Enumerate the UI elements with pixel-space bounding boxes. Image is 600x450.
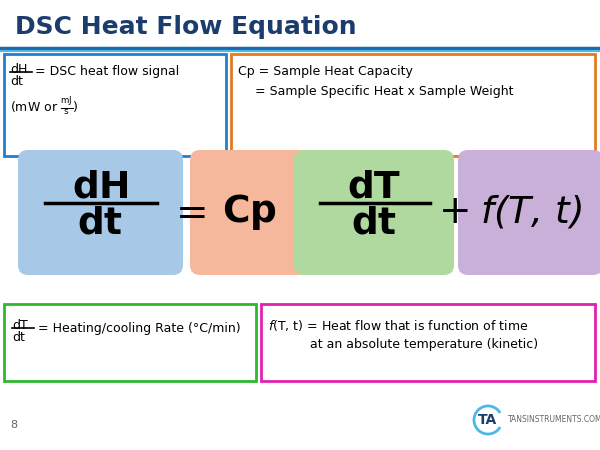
Text: $\mathbf{dH}$: $\mathbf{dH}$ <box>71 170 128 206</box>
Text: = Sample Specific Heat x Sample Weight: = Sample Specific Heat x Sample Weight <box>255 85 514 98</box>
Text: $\mathbf{dt}$: $\mathbf{dt}$ <box>351 206 397 242</box>
Text: $\mathregular{dT}$: $\mathregular{dT}$ <box>12 318 29 332</box>
Text: at an absolute temperature (kinetic): at an absolute temperature (kinetic) <box>310 338 538 351</box>
Text: TA: TA <box>478 413 497 427</box>
Text: $\mathregular{dt}$: $\mathregular{dt}$ <box>12 330 26 344</box>
Text: = DSC heat flow signal: = DSC heat flow signal <box>35 65 179 78</box>
FancyBboxPatch shape <box>18 150 183 275</box>
Text: DSC Heat Flow Equation: DSC Heat Flow Equation <box>15 15 356 39</box>
Text: $\mathit{f}$(T, t): $\mathit{f}$(T, t) <box>480 194 582 230</box>
FancyBboxPatch shape <box>458 150 600 275</box>
Text: $\mathit{f}$(T, t) = Heat flow that is function of time: $\mathit{f}$(T, t) = Heat flow that is f… <box>268 318 529 333</box>
FancyBboxPatch shape <box>4 304 256 381</box>
Text: $+$: $+$ <box>438 193 468 231</box>
Text: $=$: $=$ <box>168 193 206 231</box>
Text: Cp = Sample Heat Capacity: Cp = Sample Heat Capacity <box>238 65 413 78</box>
Text: $\mathbf{dT}$: $\mathbf{dT}$ <box>347 170 401 206</box>
FancyBboxPatch shape <box>190 150 308 275</box>
Text: $\mathbf{Cp}$: $\mathbf{Cp}$ <box>221 192 277 232</box>
FancyBboxPatch shape <box>294 150 454 275</box>
Text: $\mathregular{dt}$: $\mathregular{dt}$ <box>10 74 25 88</box>
Text: = Heating/cooling Rate (°C/min): = Heating/cooling Rate (°C/min) <box>38 322 241 335</box>
FancyBboxPatch shape <box>261 304 595 381</box>
Text: 8: 8 <box>10 420 17 430</box>
Text: $\mathbf{dt}$: $\mathbf{dt}$ <box>77 206 123 242</box>
Text: $\mathregular{dH}$: $\mathregular{dH}$ <box>10 62 28 76</box>
Text: TANSINSTRUMENTS.COM: TANSINSTRUMENTS.COM <box>508 415 600 424</box>
Text: (mW or $\mathregular{\frac{mJ}{s}}$): (mW or $\mathregular{\frac{mJ}{s}}$) <box>10 95 79 117</box>
FancyBboxPatch shape <box>231 54 595 156</box>
FancyBboxPatch shape <box>4 54 226 156</box>
